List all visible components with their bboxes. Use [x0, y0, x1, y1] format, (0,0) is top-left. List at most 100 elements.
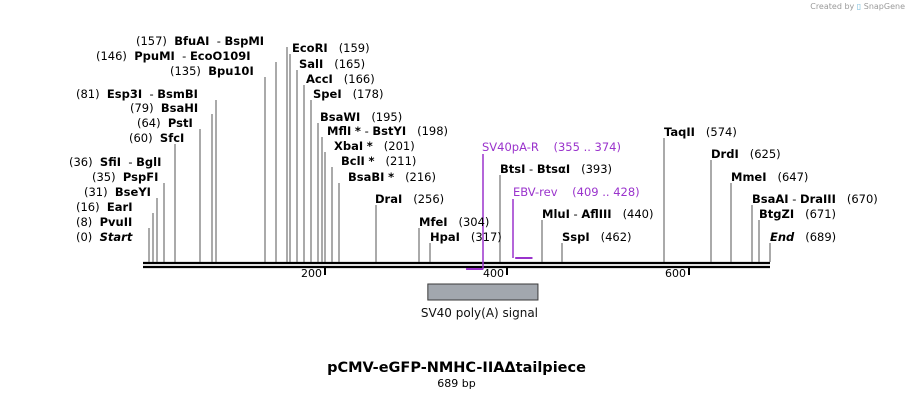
site-enzyme-name: EcoO109I	[189, 49, 251, 63]
site-enzyme-name: MmeI	[731, 170, 767, 184]
site-enzyme-name: DraI	[375, 192, 403, 206]
site-enzyme-name: EarI	[106, 200, 133, 214]
site-label-pspfi: (35) PspFI	[92, 170, 158, 184]
primer-name: SV40pA-R	[482, 140, 539, 154]
site-label-xbai: XbaI * (201)	[334, 139, 415, 153]
site-label-bseyi: (31) BseYI	[84, 185, 151, 199]
site-enzyme-name: DrdI	[711, 147, 739, 161]
site-label-drdi: DrdI (625)	[711, 147, 781, 161]
site-enzyme-name: HpaI	[430, 230, 460, 244]
feature-label-sv40-polya: SV40 poly(A) signal	[420, 306, 539, 320]
site-enzyme-name: EcoRI	[292, 41, 328, 55]
axis-tick-label: 200	[301, 267, 322, 280]
site-position: (35)	[92, 170, 116, 184]
site-enzyme-name: MflI	[327, 124, 352, 138]
methylation-asterisk: *	[354, 124, 361, 138]
axis-tick-label: 600	[665, 267, 686, 280]
site-label-mlui: MluI - AflIII (440)	[542, 207, 654, 221]
site-enzyme-name: SpeI	[313, 87, 342, 101]
site-label-taqii: TaqII (574)	[664, 125, 737, 139]
site-enzyme-name: BspMI	[224, 34, 265, 48]
primer-label-ebv-rev: EBV-rev (409 .. 428)	[513, 185, 640, 199]
site-enzyme-name: MluI	[542, 207, 570, 221]
site-enzyme-name: PstI	[167, 116, 193, 130]
snapgene-logo-icon: ▯	[856, 2, 862, 11]
site-enzyme-name: BsaAI	[752, 192, 789, 206]
site-enzyme-name: TaqII	[664, 125, 695, 139]
site-label-mfli: MflI * - BstYI (198)	[327, 124, 449, 138]
site-position: (0)	[76, 230, 93, 244]
axis-tick-label: 400	[483, 267, 504, 280]
plasmid-length: 689 bp	[437, 377, 476, 390]
site-enzyme-name: BfuAI	[174, 34, 210, 48]
site-position: (36)	[69, 155, 93, 169]
site-position: (64)	[137, 116, 161, 130]
site-position: (81)	[76, 87, 100, 101]
site-label-bsabi: BsaBI * (216)	[348, 170, 436, 184]
site-position: (625)	[749, 147, 781, 161]
methylation-asterisk: *	[388, 170, 395, 184]
site-enzyme-name: BsmBI	[157, 87, 198, 101]
site-enzyme-name: PpuMI	[134, 49, 175, 63]
site-enzyme-name: BsaBI	[348, 170, 385, 184]
site-enzyme-name: XbaI	[334, 139, 364, 153]
site-enzyme-name: BclI	[341, 154, 365, 168]
site-label-psti: (64) PstI	[137, 116, 193, 130]
site-label-pvuii: (0) Start	[76, 230, 132, 244]
site-position: (462)	[600, 230, 632, 244]
site-position: (135)	[170, 64, 201, 78]
site-label-bfuai: (157) BfuAI - BspMI	[136, 34, 265, 48]
site-enzyme-name: SspI	[562, 230, 590, 244]
site-label-bsawi: BsaWI (195)	[320, 110, 402, 124]
site-enzyme-name: AccI	[306, 72, 333, 86]
site-label-end: End (689)	[770, 230, 836, 244]
site-label-bcli: BclI * (211)	[341, 154, 416, 168]
site-position: (670)	[846, 192, 878, 206]
site-position: (211)	[385, 154, 417, 168]
site-position: (166)	[343, 72, 375, 86]
site-position: (304)	[458, 215, 490, 229]
site-position: (60)	[129, 131, 153, 145]
site-position: (146)	[96, 49, 127, 63]
site-enzyme-name: Esp3I	[106, 87, 143, 101]
site-enzyme-name: SfiI	[99, 155, 122, 169]
primer-name: EBV-rev	[513, 185, 558, 199]
site-label-spei: SpeI (178)	[313, 87, 384, 101]
site-enzyme-name: BglI	[136, 155, 162, 169]
site-enzyme-name: PvuII	[99, 215, 133, 229]
site-enzyme-name: SalI	[299, 57, 324, 71]
site-enzyme-name: Bpu10I	[208, 64, 254, 78]
site-position: (574)	[705, 125, 737, 139]
site-label-esp3i: (81) Esp3I - BsmBI	[76, 87, 198, 101]
site-enzyme-name: BtgZI	[759, 207, 795, 221]
site-position: (16)	[76, 200, 100, 214]
site-position: (79)	[130, 101, 154, 115]
site-enzyme-name: BsaHI	[160, 101, 199, 115]
site-enzyme-name: MfeI	[419, 215, 448, 229]
site-position: (256)	[413, 192, 445, 206]
plasmid-title: pCMV-eGFP-NMHC-IIAΔtailpiece	[327, 360, 586, 376]
site-label-bsahi: (79) BsaHI	[130, 101, 198, 115]
site-position: (216)	[405, 170, 436, 184]
site-enzyme-name: BseYI	[114, 185, 151, 199]
site-enzyme-name: PspFI	[122, 170, 159, 184]
site-position: (440)	[622, 207, 654, 221]
site-label-sfii: (36) SfiI - BglI	[69, 155, 162, 169]
site-label-ecori: EcoRI (159)	[292, 41, 370, 55]
primer-label-sv40pa-r: SV40pA-R (355 .. 374)	[482, 140, 621, 154]
site-position: (159)	[338, 41, 370, 55]
site-enzyme-name: AflIII	[581, 207, 612, 221]
site-enzyme-name: BstYI	[372, 124, 407, 138]
site-label-bsaai: BsaAI - DraIII (670)	[752, 192, 878, 206]
primer-range: (355 .. 374)	[553, 140, 621, 154]
feature-box-sv40-polya	[427, 283, 539, 301]
site-enzyme-name: DraIII	[800, 192, 836, 206]
site-enzyme-name: SfcI	[159, 131, 185, 145]
site-label-pvuii2: (8) PvuII	[76, 215, 132, 229]
site-position: (317)	[470, 230, 502, 244]
site-label-drai: DraI (256)	[375, 192, 444, 206]
site-label-sfci: (60) SfcI	[129, 131, 184, 145]
site-label-bpu10i: (135) Bpu10I	[170, 64, 254, 78]
